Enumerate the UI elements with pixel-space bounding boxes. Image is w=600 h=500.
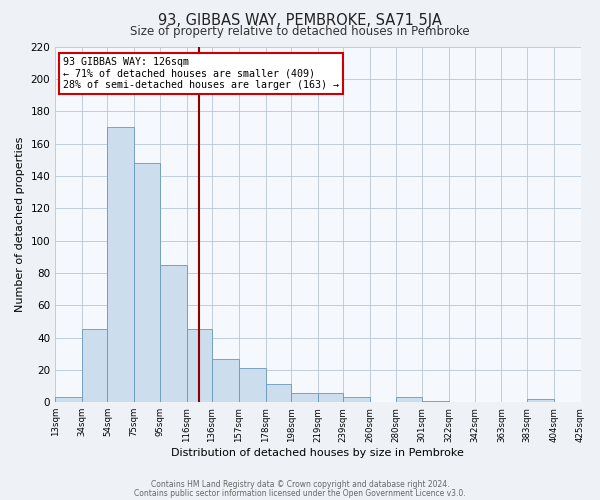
Bar <box>395 398 422 402</box>
Bar <box>187 330 212 402</box>
Bar <box>82 330 107 402</box>
Bar <box>343 398 370 402</box>
Bar <box>55 398 82 402</box>
Bar <box>212 358 239 402</box>
Bar <box>134 163 160 402</box>
Bar <box>318 392 343 402</box>
Text: 93 GIBBAS WAY: 126sqm
← 71% of detached houses are smaller (409)
28% of semi-det: 93 GIBBAS WAY: 126sqm ← 71% of detached … <box>63 57 339 90</box>
Text: Contains public sector information licensed under the Open Government Licence v3: Contains public sector information licen… <box>134 488 466 498</box>
Bar <box>107 128 134 402</box>
Bar <box>266 384 291 402</box>
Bar <box>160 265 187 402</box>
Text: Contains HM Land Registry data © Crown copyright and database right 2024.: Contains HM Land Registry data © Crown c… <box>151 480 449 489</box>
Bar <box>239 368 266 402</box>
Bar <box>527 399 554 402</box>
X-axis label: Distribution of detached houses by size in Pembroke: Distribution of detached houses by size … <box>172 448 464 458</box>
Bar <box>291 392 318 402</box>
Bar <box>422 400 449 402</box>
Text: Size of property relative to detached houses in Pembroke: Size of property relative to detached ho… <box>130 25 470 38</box>
Text: 93, GIBBAS WAY, PEMBROKE, SA71 5JA: 93, GIBBAS WAY, PEMBROKE, SA71 5JA <box>158 12 442 28</box>
Y-axis label: Number of detached properties: Number of detached properties <box>15 136 25 312</box>
